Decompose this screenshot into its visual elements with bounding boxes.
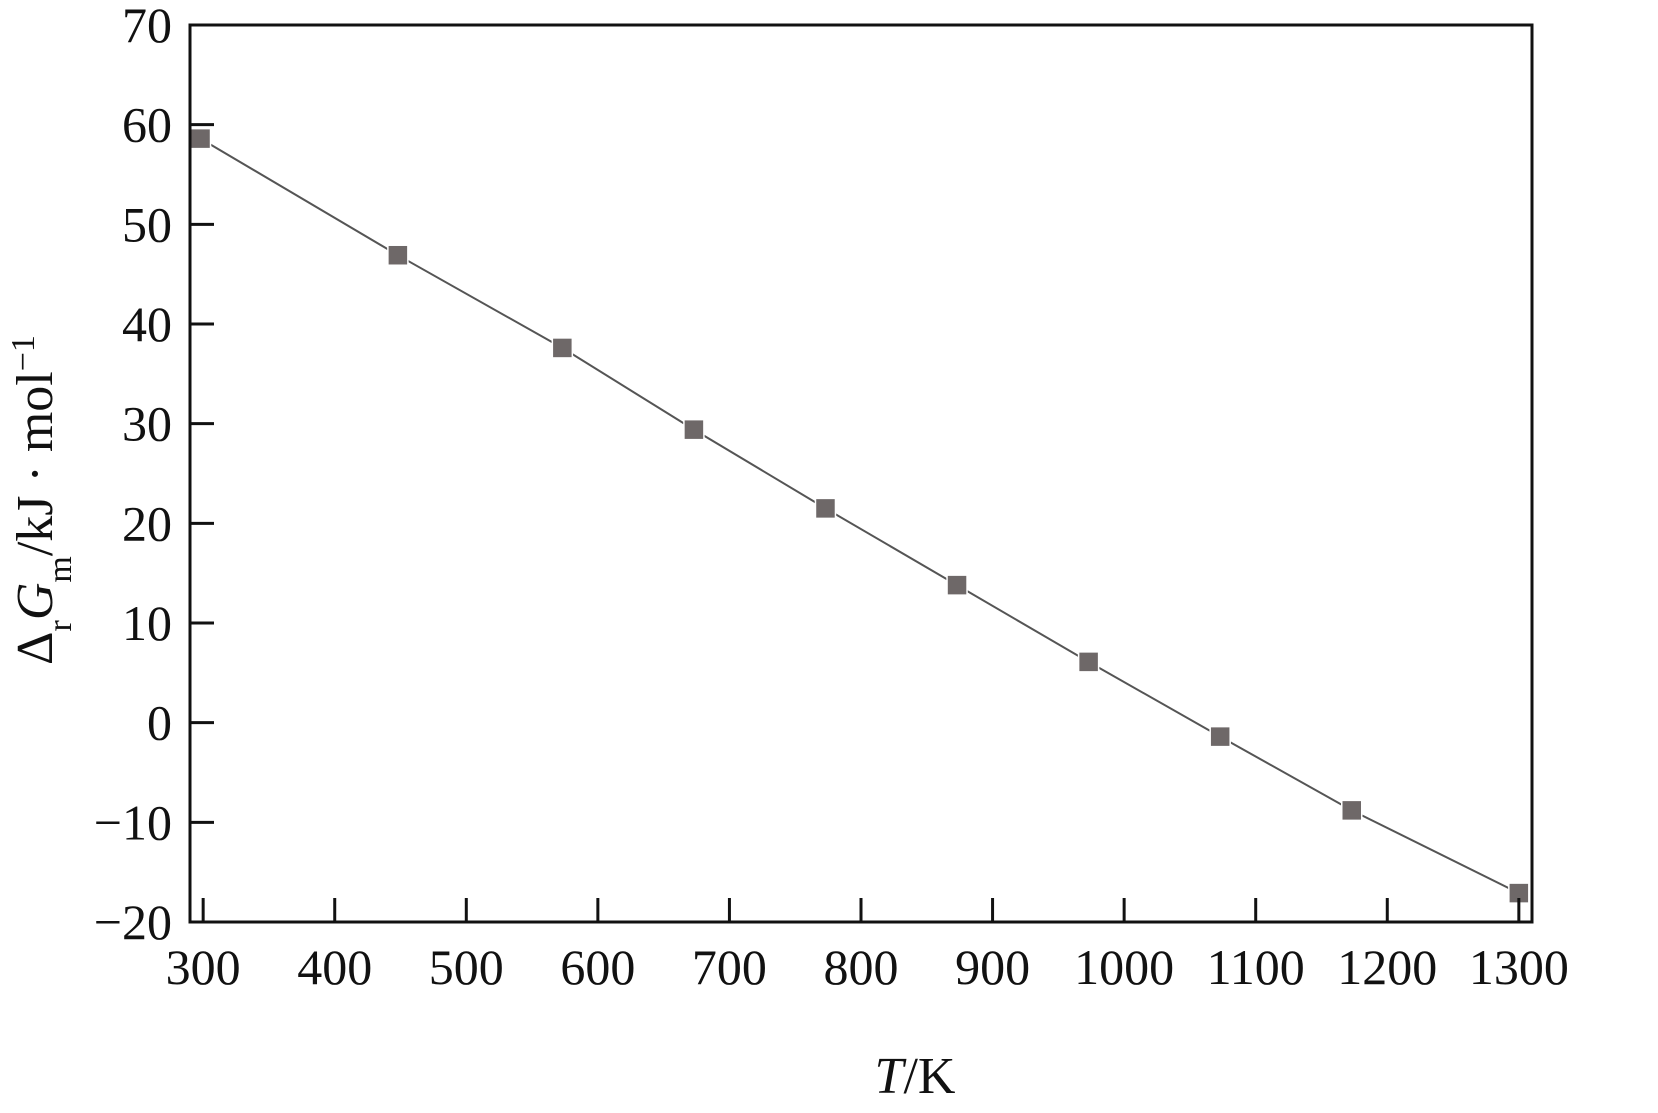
y-tick-label: 0: [147, 695, 172, 751]
x-tick-label: 1200: [1337, 939, 1437, 995]
data-point: [1077, 651, 1100, 673]
data-point: [683, 418, 705, 441]
data-point: [189, 127, 212, 150]
y-tick-label: 40: [122, 296, 172, 352]
x-axis-label: T/K: [875, 1048, 956, 1105]
x-tick-label: 300: [166, 939, 241, 995]
plot-frame: [188, 23, 1534, 924]
y-tick-label: 10: [122, 595, 172, 651]
x-tick-label: 900: [955, 939, 1030, 995]
x-tick-label: 600: [560, 939, 635, 995]
x-tick-label: 1000: [1074, 939, 1174, 995]
data-point: [1209, 725, 1231, 748]
x-tick-label: 1100: [1207, 939, 1305, 995]
y-tick-label: −10: [94, 794, 172, 850]
y-tick-label: 20: [122, 495, 172, 551]
y-tick-label: −20: [94, 894, 172, 950]
data-point: [814, 497, 837, 520]
x-tick-label: 1300: [1469, 939, 1569, 995]
x-tick-label: 700: [692, 939, 767, 995]
data-point: [946, 574, 968, 596]
x-tick-label: 400: [297, 939, 372, 995]
series-line: [199, 137, 1520, 894]
y-tick-label: 50: [122, 196, 172, 252]
y-tick-label: 60: [122, 97, 172, 153]
y-axis-label: ΔrGm/kJ · mol−1: [5, 335, 79, 665]
y-tick-label: 70: [122, 0, 172, 53]
y-tick-label: 30: [122, 396, 172, 452]
data-point: [1341, 799, 1363, 822]
x-tick-label: 500: [429, 939, 504, 995]
data-point: [387, 244, 409, 266]
data-point: [551, 337, 574, 359]
x-tick-label: 800: [824, 939, 899, 995]
